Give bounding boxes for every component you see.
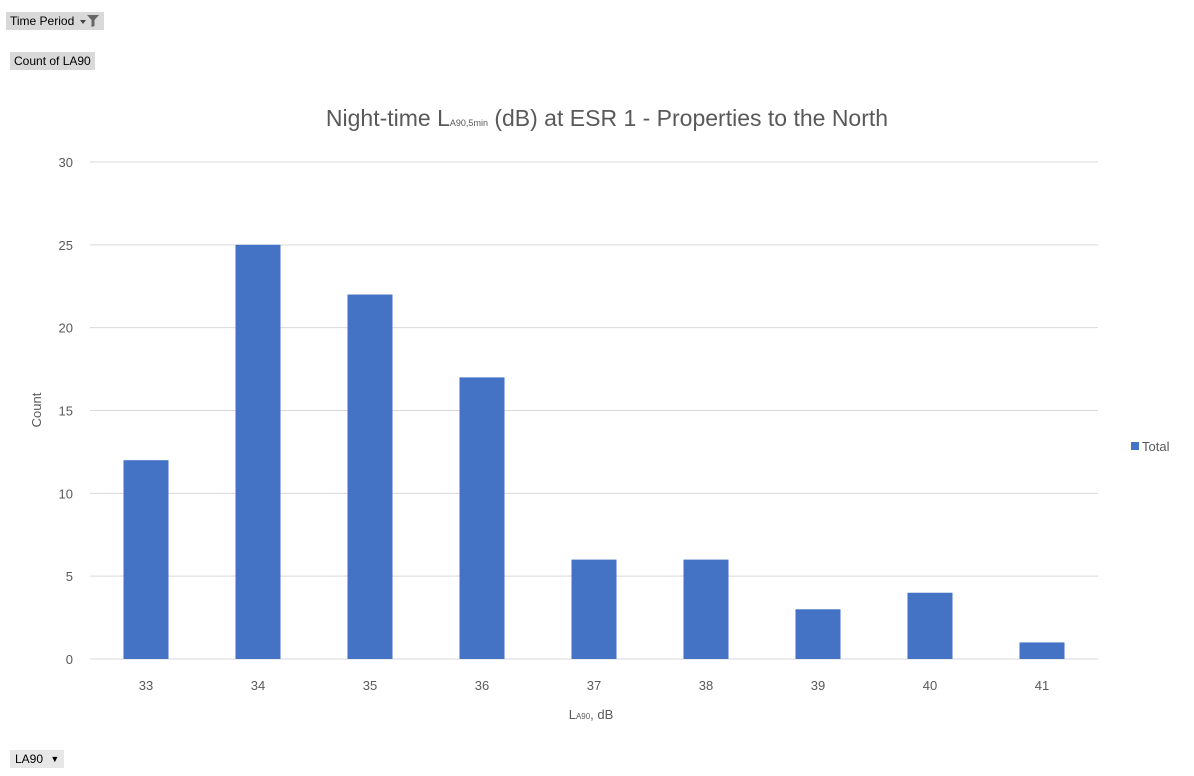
time-period-label: Time Period: [10, 14, 75, 28]
bar-38: [683, 559, 729, 659]
bar-34: [235, 244, 281, 660]
legend-label-total: Total: [1142, 439, 1170, 454]
bar-39: [795, 609, 841, 659]
x-tick-label: 39: [811, 678, 825, 693]
bar-36: [459, 377, 505, 659]
y-tick-label: 10: [59, 486, 73, 501]
values-field-label: Count of LA90: [14, 54, 91, 68]
legend: Total: [1131, 439, 1170, 454]
x-tick-label: 33: [139, 678, 153, 693]
x-tick-label: 40: [923, 678, 937, 693]
la90-axis-field-button[interactable]: LA90 ▼: [10, 750, 65, 768]
x-tick-label: 41: [1035, 678, 1049, 693]
x-tick-label: 34: [251, 678, 265, 693]
bar-40: [907, 592, 953, 659]
x-axis-title: LA90, dB: [569, 707, 614, 722]
y-tick-labels: 0 5 10 15 20 25 30: [59, 155, 73, 667]
x-tick-label: 35: [363, 678, 377, 693]
x-tick-label: 37: [587, 678, 601, 693]
y-tick-label: 30: [59, 155, 73, 170]
bar-41: [1019, 642, 1065, 659]
la90-axis-field-label: LA90: [15, 752, 44, 766]
x-tick-label: 36: [475, 678, 489, 693]
filter-icon: [79, 15, 99, 27]
y-tick-label: 5: [66, 569, 73, 584]
dropdown-arrow-icon: ▼: [50, 754, 60, 764]
bar-37: [571, 559, 617, 659]
y-tick-label: 25: [59, 238, 73, 253]
time-period-filter-button[interactable]: Time Period: [6, 12, 104, 30]
x-tick-labels: 33 34 35 36 37 38 39 40 41: [139, 678, 1049, 693]
values-field-button[interactable]: Count of LA90: [10, 52, 95, 70]
bar-35: [347, 294, 393, 659]
y-tick-label: 20: [59, 321, 73, 336]
y-tick-label: 15: [59, 404, 73, 419]
y-axis-title: Count: [29, 392, 44, 427]
bar-33: [123, 460, 169, 659]
legend-swatch-total: [1131, 442, 1139, 450]
bars: [123, 244, 1065, 660]
y-tick-label: 0: [66, 652, 73, 667]
x-tick-label: 38: [699, 678, 713, 693]
chart-title: Night-time LA90,5min (dB) at ESR 1 - Pro…: [326, 105, 888, 131]
